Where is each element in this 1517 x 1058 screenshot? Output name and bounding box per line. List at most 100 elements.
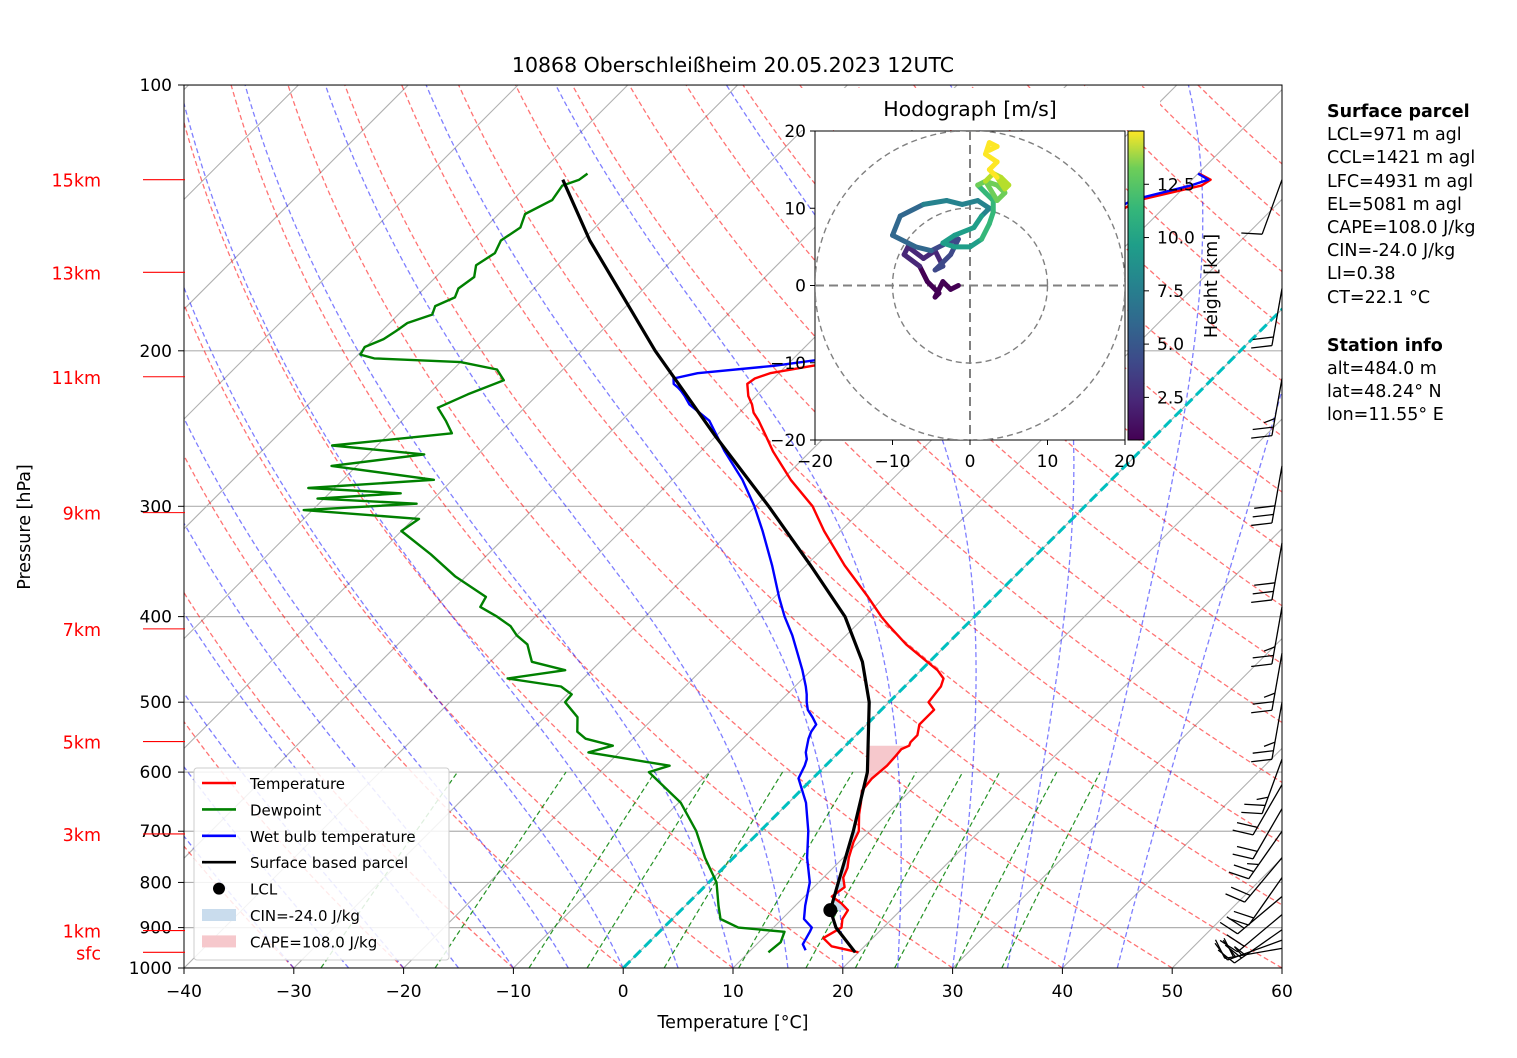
surface-parcel-line: LCL=971 m agl [1327,125,1462,146]
colorbar-label: Height [km] [1202,234,1222,338]
hodograph-x-tick-label: 20 [1114,452,1136,472]
isotherm-line [513,198,1282,968]
lcl-marker [823,903,838,918]
hodograph-segment [917,263,930,285]
height-label: 3km [63,826,101,846]
hodograph-segment [905,244,926,261]
hodograph-x-tick-label: 10 [1037,452,1059,472]
wind-barb-flag [1251,758,1273,763]
y-tick-label: 500 [140,693,172,713]
hodograph-segment [897,201,926,219]
dry-adiabat-line [571,85,1282,784]
wind-barb-flag [1236,845,1258,852]
hodograph-y-tick-label: 10 [784,199,806,219]
y-axis-label: Pressure [hPa] [15,464,35,590]
wind-barb-shaft [1271,702,1283,760]
mixing-ratio-line [854,771,964,968]
wind-barb-flag [1251,709,1273,714]
mixing-ratio-line [954,771,1058,968]
wind-barb-flag [1251,344,1273,349]
x-tick-label: −30 [276,982,312,1002]
height-label: 15km [52,172,101,192]
wind-barb-flag [1252,336,1274,341]
dry-adiabat-line [287,85,1063,968]
hodograph-y-tick-label: −10 [770,354,806,374]
x-tick-label: 10 [722,982,744,1002]
wind-barb-flag [1241,232,1263,235]
y-tick-label: 400 [140,608,172,628]
colorbar-tick-label: 12.5 [1157,175,1195,195]
isotherm-line [842,528,1282,968]
isotherm-line [1062,747,1282,968]
wind-barb-flag [1226,934,1245,947]
hodograph-segment [913,244,934,254]
wind-barb-flag [1228,871,1249,880]
info-panel: Surface parcel LCL=971 m agl CCL=1421 m … [1327,101,1475,453]
height-label: 11km [52,369,101,389]
surface-parcel-block: Surface parcel LCL=971 m agl CCL=1421 m … [1327,101,1475,310]
wind-barb-shaft [1237,896,1283,935]
mixing-ratio-line [586,771,711,968]
hodograph-segment [921,198,950,207]
isotherm-line [952,637,1282,968]
wind-barb-flag [1252,426,1274,431]
x-tick-label: 50 [1161,982,1183,1002]
dry-adiabat-line [514,85,1282,844]
isotherm-line [732,418,1282,968]
moist-adiabat-line [244,85,734,968]
wind-barb-shaft [1271,288,1283,346]
wind-barb-shaft [1271,378,1283,436]
station-info-title: Station info [1327,335,1443,356]
hodograph-title-bg [800,88,1160,130]
wind-barb-flag [1236,821,1258,829]
height-label: 5km [63,734,101,754]
wind-barb-flag [1233,864,1254,873]
surface-parcel-line: CAPE=108.0 J/kg [1327,218,1476,239]
parcel-line [561,179,871,954]
legend: Temperature Dewpoint Wet bulb temperature S… [193,767,450,961]
wind-barb-shaft [1261,758,1283,814]
hodograph-x-tick-label: −10 [875,452,911,472]
hodograph-plot [815,131,1125,440]
wind-barb-flag [1252,513,1274,518]
wind-barb-flag [1225,893,1245,903]
station-info-block: Station info alt=484.0 m lat=48.24° N lo… [1327,335,1475,428]
wind-barb-shaft [1227,939,1283,961]
wind-barb-flag [1263,646,1276,652]
wind-barb-shaft [1224,947,1283,960]
legend-label: Dewpoint [250,801,321,819]
surface-parcel-line: CT=22.1 °C [1327,287,1431,308]
x-tick-label: 0 [618,982,629,1002]
height-label: 9km [63,505,101,525]
moist-adiabat-line [1116,388,1282,968]
wind-barb-shaft [1248,877,1283,926]
wind-barb-flag [1263,417,1276,424]
wind-barb-flag [1230,886,1251,897]
x-tick-label: 40 [1052,982,1074,1002]
legend-label: LCL [250,881,278,899]
x-tick-label: 60 [1271,982,1293,1002]
dry-adiabat-line [184,454,624,968]
wind-barb-flag [1214,942,1229,961]
wind-barb-flag [1232,829,1254,836]
hodograph-segment [932,252,954,273]
chart-title: 10868 Oberschleißheim 20.05.2023 12UTC [512,53,954,77]
wind-barb-shaft [1252,808,1283,860]
x-tick-label: −40 [166,982,202,1002]
hodograph-x-tick-label: 0 [965,452,976,472]
surface-parcel-title: Surface parcel [1327,102,1470,122]
height-label: 13km [52,264,101,284]
wind-barb-flag [1241,811,1263,815]
wind-barb-flag [1251,663,1273,668]
wind-barb-shaft [1252,784,1283,836]
dry-adiabat-line [344,85,1173,968]
station-info-line: lon=11.55° E [1327,405,1444,426]
moist-adiabat-line [184,416,569,968]
hodograph-segment [890,232,911,246]
colorbar-tick-label: 5.0 [1157,335,1184,355]
isotherm-line [184,85,409,310]
wind-barb-flag [1251,522,1273,527]
hodograph-segment [952,225,977,238]
height-label: sfc [76,944,101,964]
hodograph-y-tick-label: 20 [784,122,806,142]
